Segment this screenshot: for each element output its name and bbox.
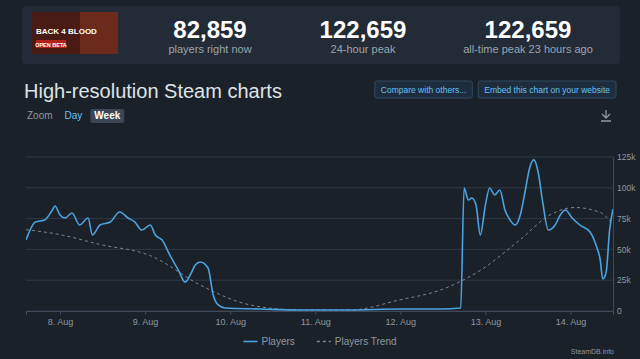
grid-line [26,157,613,158]
legend-label: Players Trend [335,336,397,347]
y-tick-label: 125k [617,152,636,162]
chart: 8. Aug 9. Aug 10. Aug 11. Aug 12. Aug 13. Aug… [26,152,636,327]
legend-swatch [317,341,331,343]
header: BACK 4 BLOOD OPEN BETA 82,859players right… [22,6,620,64]
y-tick: 125k [613,152,636,162]
legend-item: Players Trend [317,336,397,347]
x-tick-mark [145,311,146,315]
button-text[interactable]: Compare with others... [381,85,467,95]
stat-value: 122,659 [485,16,572,43]
series-line [26,160,613,310]
zoom-option[interactable]: Week [90,109,124,123]
y-tick-label: 0 [617,306,622,316]
x-tick-mark [315,311,316,315]
x-tick: 11. Aug [301,311,331,327]
grid-line [26,280,613,281]
x-tick: 14. Aug [556,311,587,327]
thumbnail [32,12,118,54]
y-axis-line [613,158,614,312]
x-tick-mark [570,311,571,315]
download-icon[interactable] [601,110,611,121]
y-tick: 100k [613,183,636,193]
legend-label: Players [261,336,294,347]
x-axis: 8. Aug 9. Aug 10. Aug 11. Aug 12. Aug 13. Aug… [27,311,614,327]
x-tick-label: 10. Aug [215,317,246,327]
x-tick-mark [400,311,401,315]
y-tick: 50k [613,245,631,255]
stat-label: all-time peak 23 hours ago [463,43,593,55]
legend: Players Players Trend [243,336,396,347]
thumbnail-badge-text: OPEN BETA [35,42,67,48]
y-tick-label: 25k [617,275,631,285]
x-tick: 13. Aug [471,311,502,327]
header-box [22,6,620,64]
x-tick-mark [60,311,61,315]
thumbnail-title: BACK 4 BLOOD [36,27,97,36]
legend-item: Players [243,336,294,347]
legend-swatch [243,341,257,343]
zoom-option-text[interactable]: Week [94,110,120,121]
x-axis-line [27,312,614,316]
footer: SteamDB.info [571,348,614,355]
button-box[interactable] [375,81,473,98]
button-text[interactable]: Embed this chart on your website [484,85,610,95]
y-tick-label: 75k [617,214,631,224]
y-tick: 75k [613,214,631,224]
y-axis: 0 25k 50k 75k 100k 125k [613,152,636,316]
series-line [26,208,613,311]
x-tick-label: 12. Aug [386,317,417,327]
zoom-option-box[interactable] [90,109,124,123]
y-tick: 25k [613,275,631,285]
x-tick-label: 14. Aug [556,317,587,327]
stat-label: players right now [168,43,251,55]
button[interactable]: Embed this chart on your website [478,81,616,98]
stat-value: 122,659 [320,16,407,43]
x-tick: 9. Aug [133,311,159,327]
zoom-option-text[interactable]: Day [65,110,83,121]
stat-label: 24-hour peak [331,43,396,55]
thumbnail-badge [36,40,66,48]
x-tick: 8. Aug [48,311,74,327]
background [0,0,640,359]
zoom-label: Zoom [27,110,53,121]
x-tick-label: 13. Aug [471,317,502,327]
download-glyph[interactable] [601,110,611,121]
grid-line [26,249,613,250]
button-box[interactable] [478,81,616,98]
title: High-resolution Steam charts [24,80,282,102]
x-tick: 10. Aug [215,311,246,327]
page: BACK 4 BLOOD OPEN BETA 82,859players right… [0,0,640,359]
x-tick: 12. Aug [386,311,417,327]
y-tick: 0 [613,306,622,316]
grid [26,157,613,311]
zoom-option[interactable]: Day [65,110,83,121]
x-tick-mark [485,311,486,315]
stat-value: 82,859 [173,16,246,43]
x-tick-label: 11. Aug [301,317,331,327]
plot [26,160,613,310]
y-tick-label: 50k [617,245,631,255]
button[interactable]: Compare with others... [375,81,473,98]
x-tick-label: 9. Aug [133,317,159,327]
x-tick-mark [230,311,231,315]
x-tick-label: 8. Aug [48,317,74,327]
y-tick-label: 100k [617,183,636,193]
